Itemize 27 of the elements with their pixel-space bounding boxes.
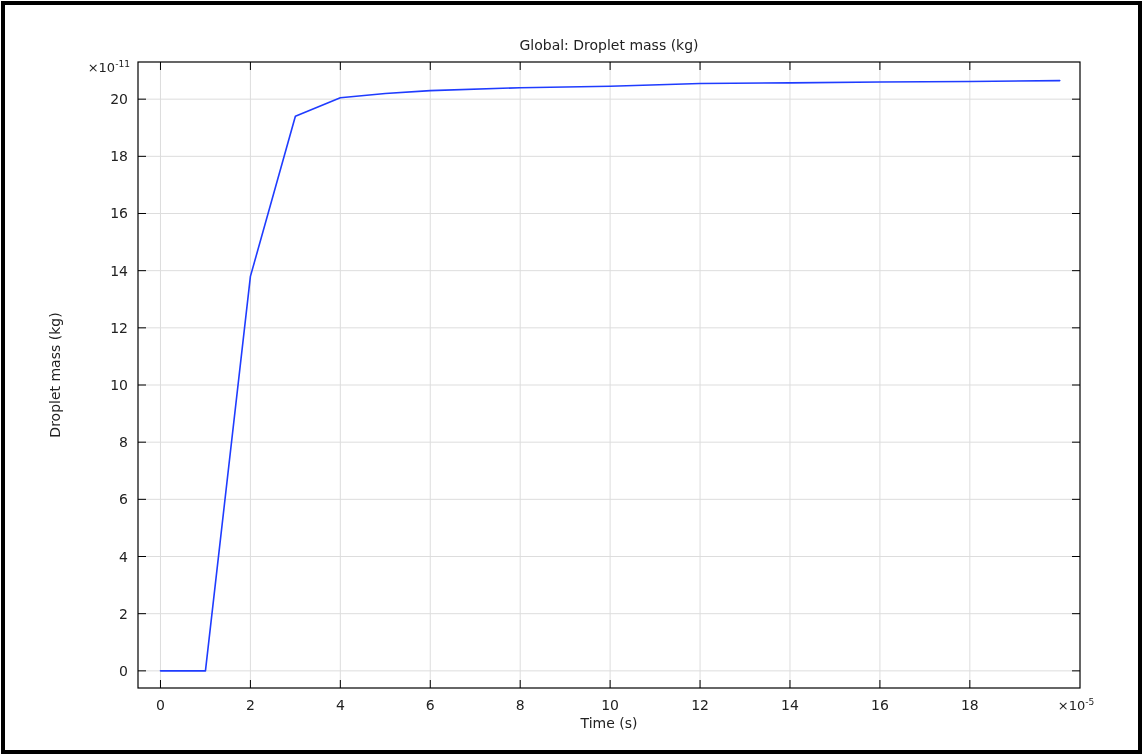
x-tick-label: 4: [335, 697, 345, 713]
y-tick-label: 0: [119, 662, 128, 679]
x-tick-label: 10: [601, 697, 620, 713]
x-tick-label: 16: [871, 697, 889, 713]
x-tick-label: 14: [781, 697, 799, 713]
y-tick-label: 8: [119, 434, 128, 451]
x-tick-label: 6: [425, 697, 435, 713]
text: ×10$^{-11}$: [87, 59, 130, 75]
y-tick-label: 14: [110, 262, 129, 279]
y-tick-label: 18: [110, 148, 128, 165]
y-axis-title: Droplet mass (kg): [47, 312, 63, 438]
y-tick-label: 4: [119, 548, 129, 565]
y-tick-label: 6: [119, 491, 129, 508]
x-tick-label: 0: [156, 697, 165, 713]
x-tick-label: 2: [245, 697, 255, 713]
y-tick-label: 12: [110, 319, 128, 336]
x-tick-label: 8: [515, 697, 525, 713]
line-series: [159, 79, 1061, 672]
text: ×10$^{-5}$: [1057, 697, 1095, 713]
x-tick-label: 18: [960, 697, 979, 713]
y-tick-label: 10: [110, 377, 128, 393]
x-tick-label: 12: [691, 697, 709, 713]
y-tick-label: 2: [119, 605, 128, 622]
x-axis-title: Time (s): [579, 715, 638, 731]
y-tick-label: 16: [110, 205, 129, 222]
chart-title: Global: Droplet mass (kg): [519, 37, 699, 53]
y-tick-label: 20: [110, 91, 128, 108]
